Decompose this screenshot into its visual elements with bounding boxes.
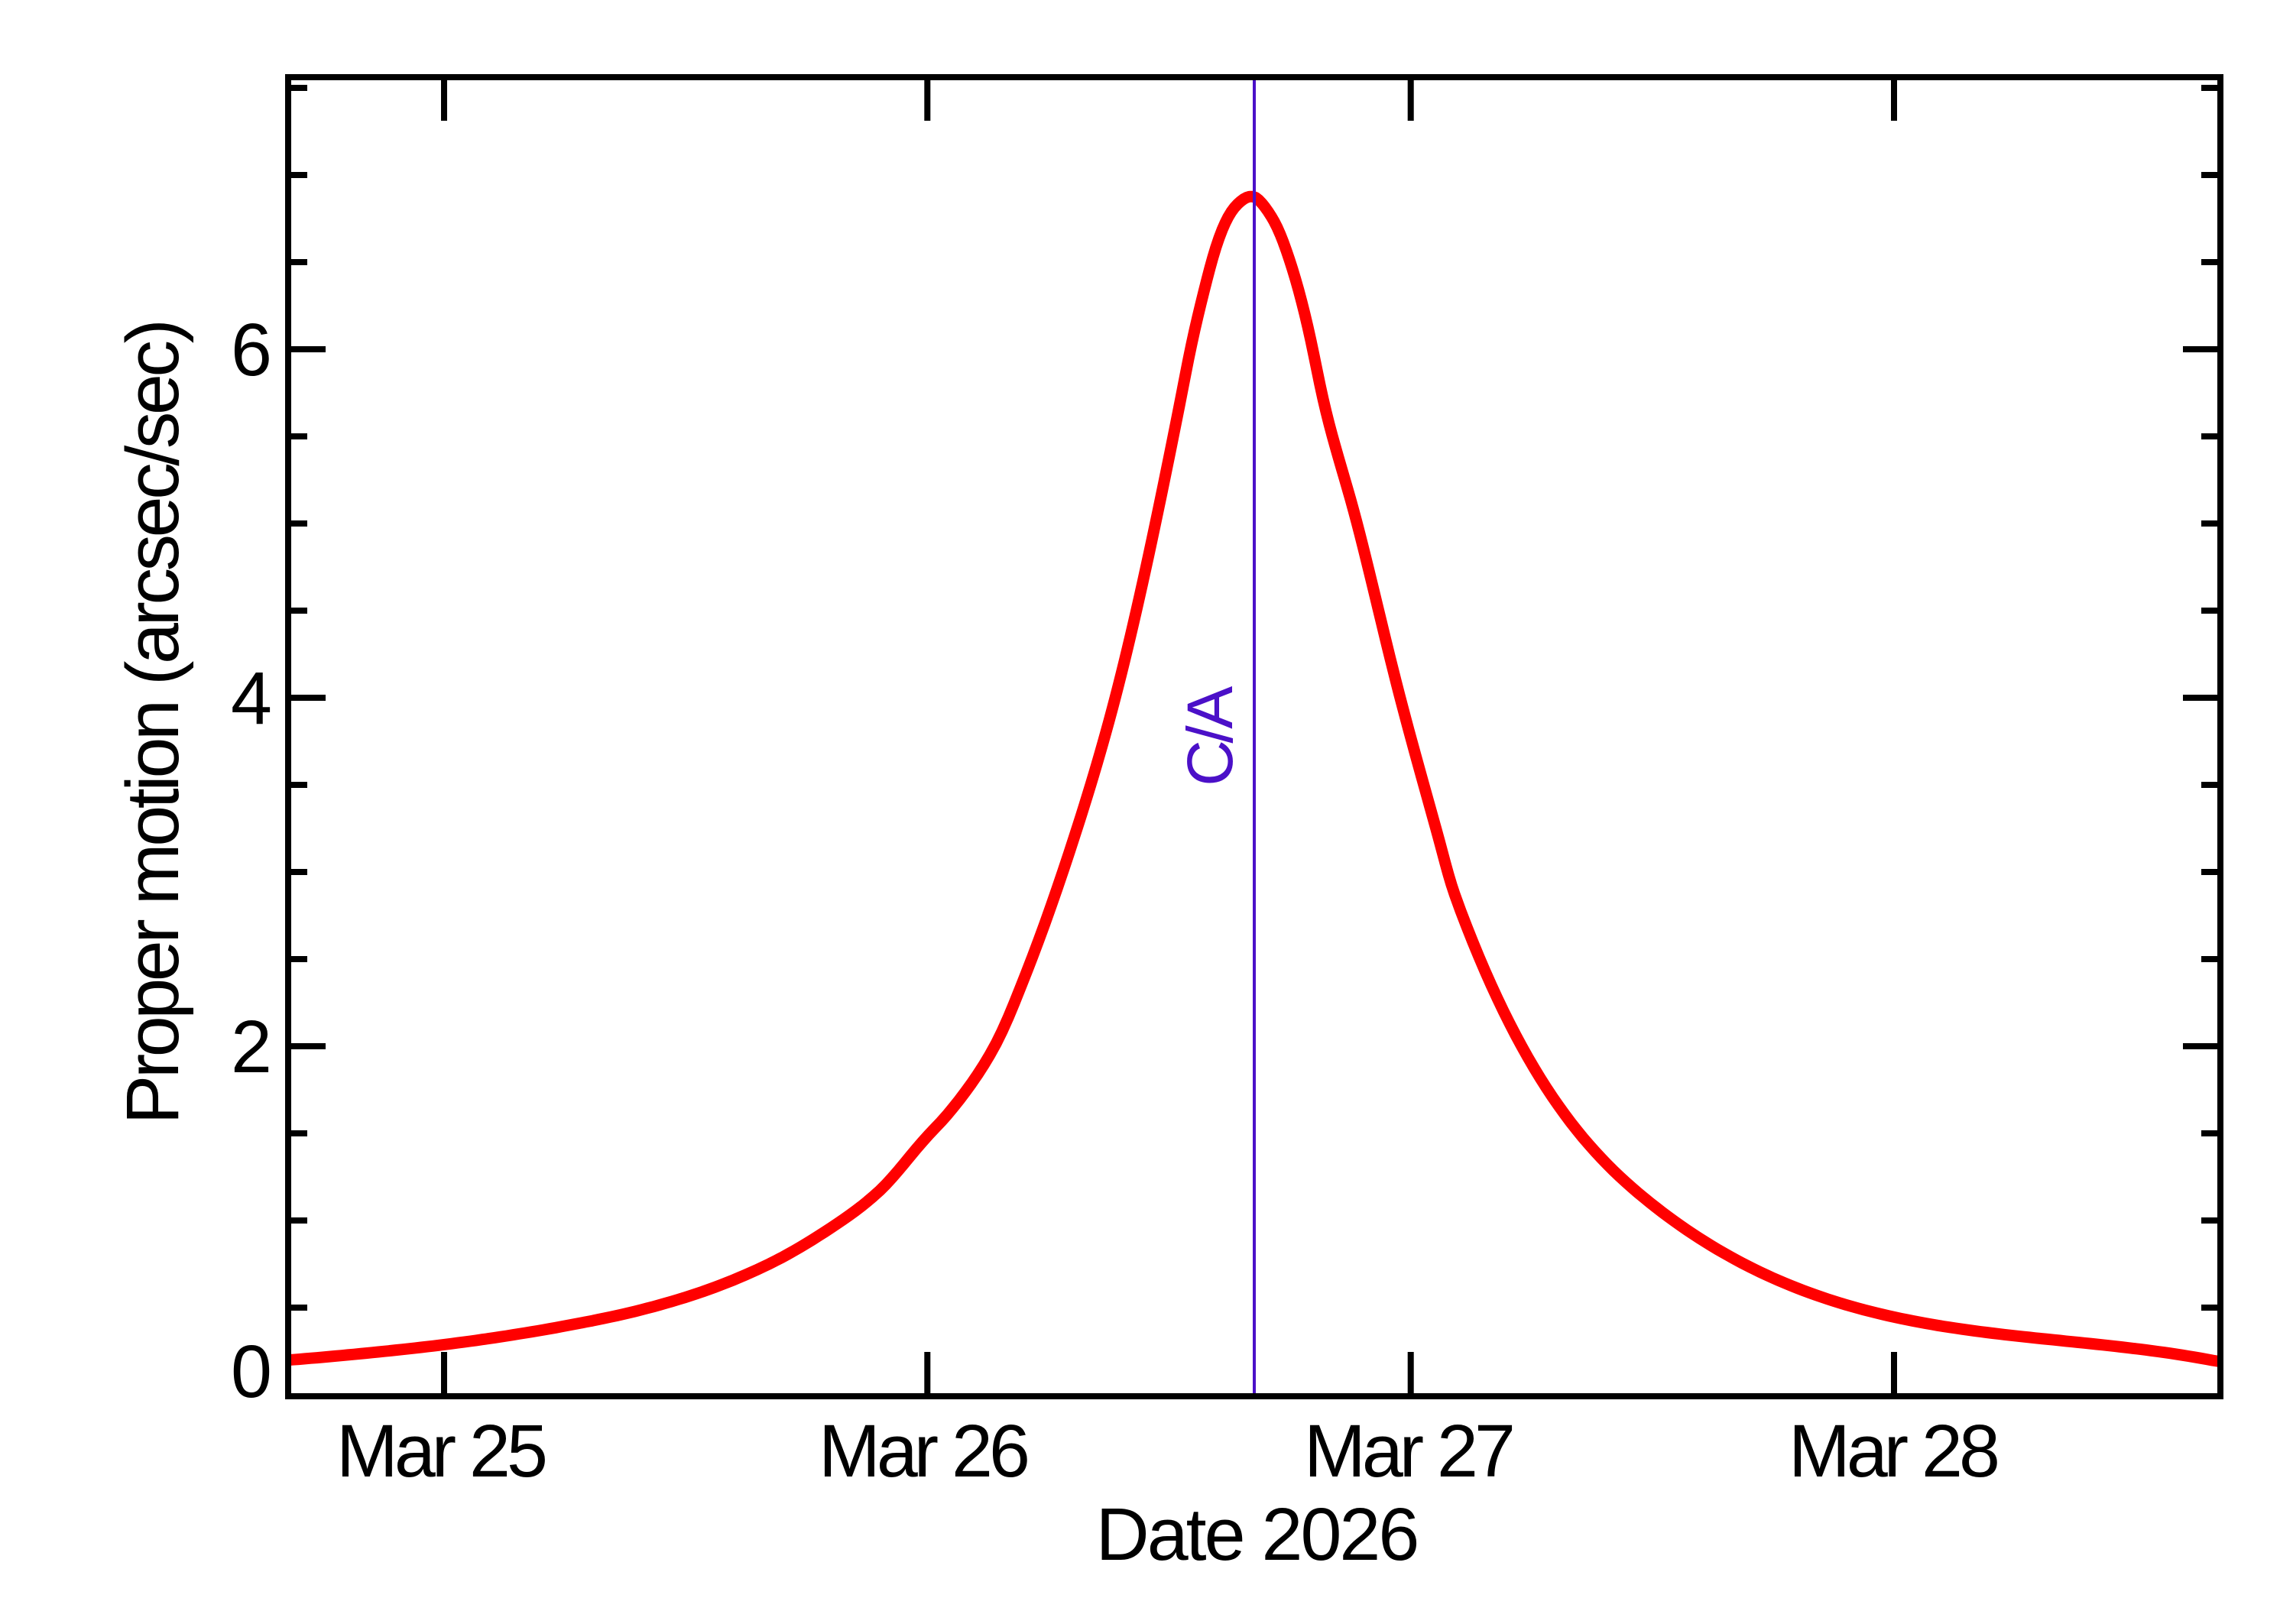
svg-text:6: 6 (231, 308, 272, 391)
svg-text:Mar 26: Mar 26 (819, 1409, 1027, 1493)
svg-text:4: 4 (231, 656, 272, 740)
svg-text:Mar 27: Mar 27 (1304, 1409, 1513, 1493)
svg-text:Mar 28: Mar 28 (1789, 1409, 1997, 1493)
svg-text:Date 2026: Date 2026 (1096, 1493, 1418, 1576)
svg-text:Proper motion (arcsec/sec): Proper motion (arcsec/sec) (111, 323, 194, 1125)
svg-text:2: 2 (231, 1005, 272, 1088)
svg-text:Mar 25: Mar 25 (336, 1409, 545, 1493)
svg-text:C/A: C/A (1174, 686, 1246, 786)
svg-text:0: 0 (231, 1330, 272, 1413)
